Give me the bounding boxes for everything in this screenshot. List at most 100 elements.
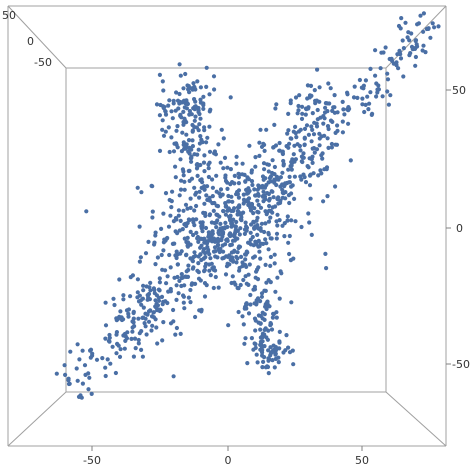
scatter-point [294, 135, 299, 140]
scatter-point [165, 235, 170, 241]
scatter-point [253, 164, 258, 169]
scatter-point [309, 157, 314, 162]
scatter-point [166, 103, 171, 108]
scatter-point [86, 387, 91, 392]
scatter-point [202, 128, 207, 133]
x-tick-label: -50 [83, 454, 101, 467]
scatter-point [129, 336, 134, 341]
scatter-point [225, 165, 230, 170]
scatter-point [311, 132, 317, 137]
scatter-point [103, 323, 109, 328]
scatter-point [165, 274, 170, 279]
scatter-point [421, 11, 426, 16]
scatter-point [204, 193, 209, 198]
scatter-point [258, 327, 263, 332]
scatter-point [138, 255, 143, 260]
scatter-point [204, 84, 209, 89]
scatter-point [161, 299, 166, 304]
scatter-point [115, 342, 120, 347]
scatter-point [326, 81, 331, 86]
scatter-point [272, 252, 277, 257]
scatter-point [286, 240, 291, 245]
scatter-point [413, 38, 418, 44]
scatter-point [197, 122, 202, 127]
scatter-point [192, 118, 197, 123]
scatter-point [124, 336, 130, 341]
scatter-point [342, 112, 347, 117]
scatter-point [237, 244, 242, 249]
scatter-point [174, 283, 179, 288]
scatter-point [181, 294, 186, 299]
scatter-point [227, 253, 232, 258]
scatter-point [173, 108, 178, 113]
scatter-point [218, 221, 223, 226]
scatter-point [153, 298, 158, 303]
scatter-point [111, 296, 116, 301]
scatter-point [274, 236, 279, 241]
scatter-point [270, 358, 275, 363]
scatter-point [176, 291, 181, 296]
scatter-point [287, 180, 292, 185]
scatter-point [234, 161, 239, 166]
scatter-point [191, 232, 196, 238]
scatter-point [194, 203, 199, 209]
scatter-point [178, 187, 184, 192]
scatter-point [196, 261, 201, 266]
scatter-point [293, 124, 298, 129]
scatter-point [174, 297, 179, 302]
scatter-point [202, 268, 207, 273]
scatter-point [323, 101, 328, 106]
scatter-point [348, 158, 353, 163]
scatter-point [235, 212, 240, 217]
scatter-point [329, 141, 334, 147]
scatter-point [262, 142, 267, 147]
scatter-point [169, 109, 174, 114]
scatter-point [310, 160, 315, 165]
scatter-point [283, 196, 288, 201]
scatter-point [225, 186, 230, 191]
scatter-point [163, 109, 168, 114]
scatter-point [136, 341, 141, 346]
scatter-point [360, 102, 365, 107]
scatter-point [368, 66, 373, 71]
scatter-point [299, 116, 305, 121]
scatter-point [275, 223, 280, 228]
scatter-point [157, 307, 162, 312]
scatter-point [323, 105, 328, 110]
scatter-point [262, 148, 267, 153]
scatter-point [245, 361, 250, 366]
scatter-point [194, 125, 199, 130]
scatter-point [373, 48, 378, 53]
scatter-point [299, 224, 304, 230]
scatter-point [211, 267, 216, 272]
scatter-point [144, 284, 149, 289]
scatter-point [218, 160, 223, 165]
plot-box-frame [7, 5, 447, 447]
scatter-point [193, 281, 198, 286]
scatter-point [260, 310, 265, 315]
scatter-point [141, 305, 146, 310]
scatter-point [181, 109, 186, 114]
scatter-point [161, 88, 166, 93]
scatter-point [266, 169, 271, 174]
scatter-point [287, 233, 292, 239]
scatter-point [315, 67, 320, 72]
scatter-point [122, 346, 127, 351]
scatter-point [173, 175, 178, 180]
scatter-point [182, 179, 187, 184]
scatter-point [213, 152, 218, 157]
scatter-point [320, 151, 325, 156]
scatter-point [243, 220, 248, 225]
scatter-point [374, 94, 379, 99]
scatter-point [177, 228, 182, 233]
scatter-point [256, 238, 261, 243]
scatter-point [280, 170, 285, 175]
scatter-point [211, 249, 217, 254]
scatter-point [300, 104, 305, 109]
scatter-point [388, 93, 393, 98]
scatter-point [184, 120, 189, 125]
scatter-point [200, 140, 205, 145]
scatter-point [250, 204, 255, 209]
scatter-point [309, 124, 314, 129]
scatter-point [202, 201, 207, 206]
